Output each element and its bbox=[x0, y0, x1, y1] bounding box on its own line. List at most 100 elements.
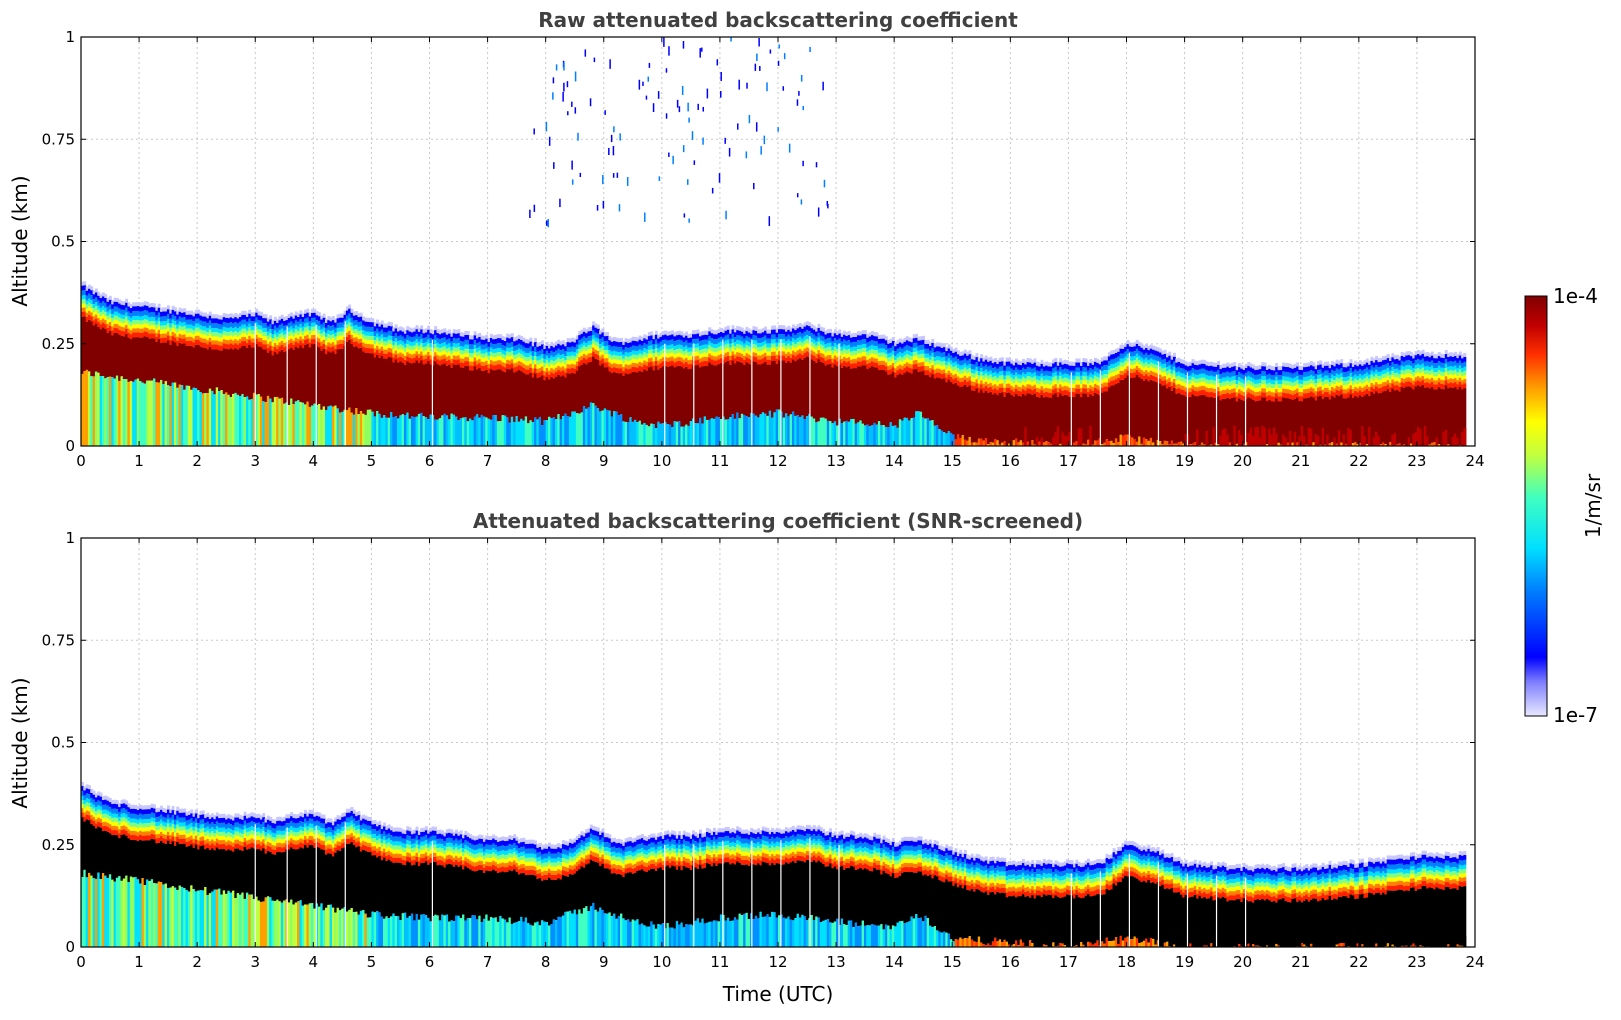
heatmap-cell bbox=[338, 339, 342, 344]
heatmap-cell bbox=[166, 331, 170, 336]
heatmap-cell bbox=[394, 342, 398, 347]
heatmap-cell bbox=[229, 317, 233, 323]
heatmap-cell bbox=[83, 371, 87, 446]
heatmap-cell bbox=[266, 339, 270, 344]
heatmap-cell bbox=[287, 331, 291, 337]
heatmap-cell bbox=[220, 333, 224, 338]
heatmap-cell bbox=[373, 344, 377, 349]
heatmap-cell bbox=[438, 339, 442, 345]
heatmap-cell bbox=[362, 351, 366, 414]
heatmap-cell bbox=[199, 337, 203, 342]
heatmap-cell bbox=[178, 384, 182, 446]
heatmap-cell bbox=[250, 326, 254, 331]
heatmap-cell bbox=[364, 347, 368, 353]
heatmap-cell bbox=[306, 322, 310, 327]
heatmap-cell bbox=[408, 331, 412, 337]
heatmap-cell bbox=[494, 348, 498, 353]
heatmap-cell bbox=[276, 349, 280, 355]
heatmap-cell bbox=[180, 308, 184, 313]
heatmap-cell bbox=[150, 316, 154, 321]
heatmap-cell bbox=[508, 364, 512, 370]
heatmap-cell bbox=[457, 338, 461, 344]
heatmap-cell bbox=[294, 329, 298, 334]
heatmap-cell bbox=[517, 365, 521, 371]
heatmap-cell bbox=[380, 355, 384, 418]
heatmap-cell bbox=[166, 327, 170, 332]
heatmap-cell bbox=[208, 341, 212, 347]
heatmap-cell bbox=[522, 367, 526, 373]
heatmap-cell bbox=[494, 357, 498, 362]
heatmap-cell bbox=[364, 352, 368, 415]
panel-raw-backscatter: Raw attenuated backscattering coefficien… bbox=[8, 8, 1485, 470]
heatmap-cell bbox=[366, 335, 370, 340]
heatmap-cell bbox=[503, 345, 507, 351]
heatmap-cell bbox=[387, 417, 391, 446]
heatmap-cell bbox=[478, 359, 482, 364]
heatmap-cell bbox=[94, 314, 98, 319]
heatmap-cell bbox=[241, 324, 245, 329]
heatmap-cell bbox=[120, 318, 124, 323]
heatmap-cell bbox=[394, 338, 398, 343]
heatmap-cell bbox=[475, 369, 479, 415]
heatmap-cell bbox=[324, 341, 328, 346]
heatmap-cell bbox=[157, 329, 161, 334]
heatmap-cell bbox=[94, 310, 98, 315]
heatmap-cell bbox=[101, 301, 105, 307]
heatmap-cell bbox=[294, 311, 298, 316]
heatmap-cell bbox=[485, 369, 489, 418]
heatmap-cell bbox=[297, 330, 300, 336]
heatmap-cell bbox=[215, 349, 219, 388]
heatmap-cell bbox=[148, 338, 152, 381]
heatmap-cell bbox=[410, 358, 414, 364]
heatmap-cell bbox=[283, 320, 287, 326]
heatmap-cell bbox=[192, 326, 196, 331]
heatmap-cell bbox=[183, 308, 187, 313]
heatmap-cell bbox=[271, 350, 275, 356]
heatmap-cell bbox=[315, 333, 319, 338]
heatmap-cell bbox=[225, 392, 228, 446]
heatmap-cell bbox=[164, 333, 168, 338]
heatmap-cell bbox=[162, 321, 166, 326]
heatmap-cell bbox=[473, 361, 477, 367]
heatmap-cell bbox=[311, 405, 314, 446]
heatmap-cell bbox=[229, 313, 233, 318]
heatmap-cell bbox=[259, 315, 263, 321]
heatmap-cell bbox=[357, 326, 361, 332]
heatmap-cell bbox=[487, 359, 491, 365]
heatmap-cell bbox=[462, 358, 465, 363]
heatmap-cell bbox=[134, 316, 138, 321]
heatmap-cell bbox=[297, 317, 300, 322]
heatmap-cell bbox=[427, 343, 431, 348]
heatmap-cell bbox=[455, 333, 458, 339]
heatmap-cell bbox=[225, 322, 228, 328]
heatmap-cell bbox=[566, 364, 570, 369]
heatmap-cell bbox=[501, 344, 505, 350]
heatmap-cell bbox=[457, 329, 461, 334]
heatmap-cell bbox=[336, 349, 340, 409]
heatmap-cell bbox=[1172, 352, 1176, 357]
heatmap-cell bbox=[322, 343, 326, 349]
heatmap-cell bbox=[501, 366, 505, 372]
heatmap-cell bbox=[522, 355, 526, 360]
heatmap-cell bbox=[552, 352, 556, 358]
heatmap-cell bbox=[194, 309, 198, 314]
heatmap-cell bbox=[313, 312, 317, 318]
heatmap-cell bbox=[471, 344, 475, 350]
heatmap-cell bbox=[169, 318, 173, 324]
heatmap-cell bbox=[238, 326, 242, 331]
heatmap-cell bbox=[336, 408, 340, 446]
heatmap-cell bbox=[522, 346, 526, 352]
heatmap-cell bbox=[269, 324, 273, 330]
heatmap-cell bbox=[561, 370, 565, 376]
heatmap-cell bbox=[92, 320, 96, 326]
heatmap-cell bbox=[162, 384, 166, 446]
heatmap-cell bbox=[510, 416, 514, 446]
heatmap-cell bbox=[120, 335, 124, 377]
heatmap-cell bbox=[448, 343, 452, 348]
heatmap-cell bbox=[559, 363, 563, 368]
heatmap-cell bbox=[478, 346, 482, 351]
heatmap-cell bbox=[104, 324, 108, 330]
heatmap-cell bbox=[159, 334, 163, 339]
heatmap-cell bbox=[297, 343, 300, 349]
heatmap-cell bbox=[390, 352, 393, 358]
